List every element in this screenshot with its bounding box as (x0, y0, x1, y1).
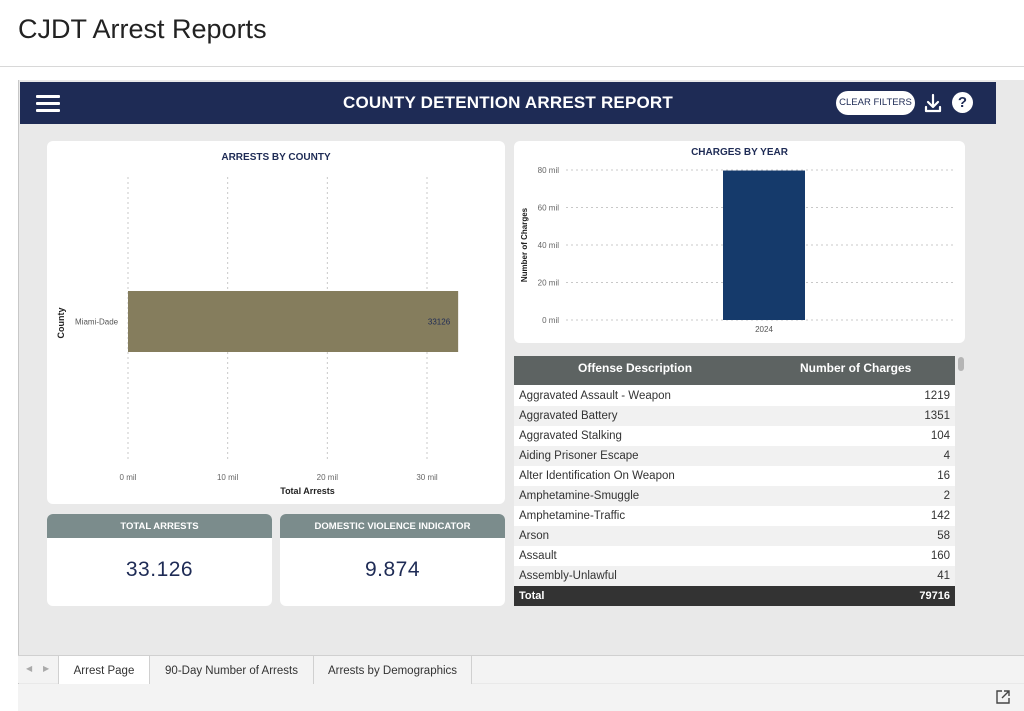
charges-cell: 1219 (924, 390, 950, 402)
y-category-label: Miami-Dade (75, 318, 119, 327)
tab-prev-icon[interactable]: ◀ (26, 664, 33, 673)
y-tick-label: 20 mil (538, 279, 560, 288)
offense-cell: Aggravated Stalking (519, 430, 622, 442)
total-arrests-card: TOTAL ARRESTS 33.126 (47, 514, 272, 606)
data-label: 33126 (428, 318, 451, 327)
table-row[interactable]: Amphetamine-Traffic 142 (514, 506, 955, 526)
county-bar (128, 291, 459, 352)
charges-cell: 1351 (924, 410, 950, 422)
y-tick-label: 40 mil (538, 241, 560, 250)
charges-cell: 58 (937, 530, 950, 542)
charges-cell: 4 (943, 450, 950, 462)
offense-cell: Amphetamine-Traffic (519, 510, 626, 522)
table-row[interactable]: Assembly-Unlawful 41 (514, 566, 955, 586)
download-icon[interactable] (922, 92, 944, 114)
tab-90-day-arrests[interactable]: 90-Day Number of Arrests (150, 656, 314, 684)
hamburger-icon[interactable] (36, 95, 60, 112)
x-tick-label: 20 mil (317, 473, 339, 482)
x-tick-label: 10 mil (217, 473, 239, 482)
y-axis-title: Number of Charges (520, 207, 529, 282)
total-label: Total (519, 590, 545, 602)
charges-cell: 142 (930, 510, 950, 522)
offense-cell: Alter Identification On Weapon (519, 470, 675, 482)
report-title: COUNTY DETENTION ARREST REPORT (343, 93, 673, 112)
arrests-by-county-title: ARRESTS BY COUNTY (221, 152, 331, 163)
charges-cell: 16 (937, 470, 950, 482)
offense-cell: Aggravated Battery (519, 410, 618, 422)
y-axis-title: County (56, 308, 66, 339)
help-icon[interactable]: ? (952, 92, 973, 113)
domestic-violence-label: DOMESTIC VIOLENCE INDICATOR (280, 514, 505, 538)
x-tick-label: 30 mil (416, 473, 438, 482)
table-row[interactable]: Aiding Prisoner Escape 4 (514, 446, 955, 466)
charges-by-year-title: CHARGES BY YEAR (691, 147, 788, 158)
total-arrests-label: TOTAL ARRESTS (47, 514, 272, 538)
total-value: 79716 (919, 590, 950, 602)
offense-cell: Assault (519, 550, 557, 562)
page-tabs: ◀ ▶ Arrest Page 90-Day Number of Arrests… (18, 655, 1024, 684)
table-scrollbar[interactable] (955, 356, 965, 606)
table-row[interactable]: Arson 58 (514, 526, 955, 546)
total-arrests-value: 33.126 (125, 558, 194, 581)
charges-cell: 41 (937, 570, 950, 582)
offense-cell: Amphetamine-Smuggle (519, 490, 640, 502)
table-scrollbar-thumb[interactable] (958, 357, 964, 371)
charges-table: Offense Description Number of Charges Ag… (514, 356, 955, 606)
y-tick-label: 60 mil (538, 204, 560, 213)
x-axis-title: Total Arrests (280, 486, 335, 496)
table-row[interactable]: Alter Identification On Weapon 16 (514, 466, 955, 486)
table-row[interactable]: Aggravated Stalking 104 (514, 426, 955, 446)
charges-cell: 104 (930, 430, 950, 442)
charges-cell: 160 (930, 550, 950, 562)
x-tick-label: 2024 (755, 325, 773, 334)
offense-cell: Arson (519, 530, 550, 542)
offense-cell: Aiding Prisoner Escape (519, 450, 639, 462)
tab-arrests-by-demographics[interactable]: Arrests by Demographics (314, 656, 472, 684)
charges-by-year-card: CHARGES BY YEAR 0 mil 20 mil 40 mil 60 mil 8… (514, 141, 965, 343)
y-tick-label: 80 mil (538, 166, 560, 175)
tab-next-icon[interactable]: ▶ (43, 664, 50, 673)
year-bar (723, 170, 805, 320)
table-total-row: Total 79716 (514, 586, 955, 606)
table-row[interactable]: Assault 160 (514, 546, 955, 566)
arrests-by-county-card: ARRESTS BY COUNTY 0 mil 10 mil 20 mil 30 mi… (47, 141, 505, 504)
table-row[interactable]: Amphetamine-Smuggle 2 (514, 486, 955, 506)
x-tick-label: 0 mil (120, 473, 137, 482)
column-header-charges[interactable]: Number of Charges (800, 361, 912, 375)
page-title: CJDT Arrest Reports (18, 14, 267, 44)
column-header-offense[interactable]: Offense Description (578, 361, 693, 375)
divider (0, 66, 1024, 67)
offense-cell: Assembly-Unlawful (519, 570, 617, 582)
report-header: COUNTY DETENTION ARREST REPORT CLEAR FIL… (20, 82, 996, 124)
domestic-violence-value: 9.874 (364, 558, 421, 581)
offense-cell: Aggravated Assault - Weapon (519, 390, 671, 402)
table-header: Offense Description Number of Charges (514, 356, 955, 385)
charges-by-year-chart: 0 mil 20 mil 40 mil 60 mil 80 mil 2024 Number … (520, 166, 956, 334)
table-row[interactable]: Aggravated Battery 1351 (514, 406, 955, 426)
popout-icon[interactable] (995, 689, 1011, 705)
y-tick-label: 0 mil (542, 316, 559, 325)
domestic-violence-card: DOMESTIC VIOLENCE INDICATOR 9.874 (280, 514, 505, 606)
arrests-by-county-chart: 0 mil 10 mil 20 mil 30 mil Miami-Dade 33126 To… (56, 177, 459, 496)
table-row[interactable]: Aggravated Assault - Weapon 1219 (514, 386, 955, 406)
clear-filters-button[interactable]: CLEAR FILTERS (836, 91, 915, 115)
tab-arrest-page[interactable]: Arrest Page (58, 656, 150, 684)
charges-cell: 2 (943, 490, 950, 502)
bottom-bar (18, 684, 1024, 711)
